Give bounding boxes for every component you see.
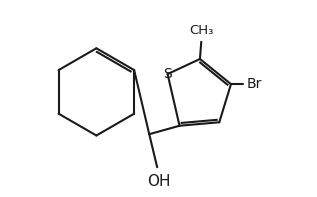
- Text: Br: Br: [247, 77, 262, 91]
- Text: OH: OH: [147, 174, 170, 189]
- Text: S: S: [163, 67, 172, 81]
- Text: CH₃: CH₃: [189, 23, 213, 36]
